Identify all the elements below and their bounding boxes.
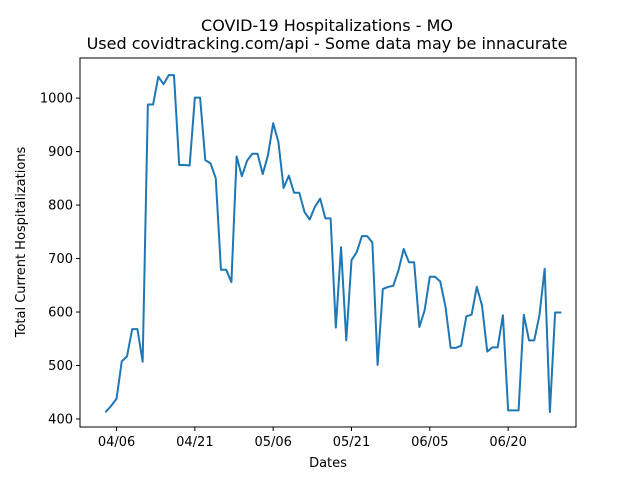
chart-subtitle: Used covidtracking.com/api - Some data m… [87,34,568,53]
y-axis: 400 500 600 700 800 900 1000 [40,92,80,427]
x-tick-label: 05/21 [333,435,370,450]
y-tick-label: 800 [48,199,73,214]
chart-title: COVID-19 Hospitalizations - MO [201,16,453,35]
x-tick-label: 06/20 [489,435,526,450]
y-tick-label: 500 [48,359,73,374]
plot-area [104,74,562,414]
plot-frame [79,57,577,428]
x-axis-label: Dates [309,456,347,471]
y-tick-label: 400 [48,412,73,427]
y-tick-label: 700 [48,252,73,267]
y-axis-label: Total Current Hospitalizations [14,146,29,338]
x-tick-label: 05/06 [254,435,291,450]
x-axis: 04/06 04/21 05/06 05/21 06/05 06/20 [98,427,527,450]
x-tick-label: 04/21 [176,435,213,450]
y-tick-label: 900 [48,145,73,160]
series-line-0 [104,74,562,414]
y-tick-label: 1000 [40,92,73,107]
x-tick-label: 06/05 [411,435,448,450]
x-tick-label: 04/06 [98,435,135,450]
y-tick-label: 600 [48,306,73,321]
